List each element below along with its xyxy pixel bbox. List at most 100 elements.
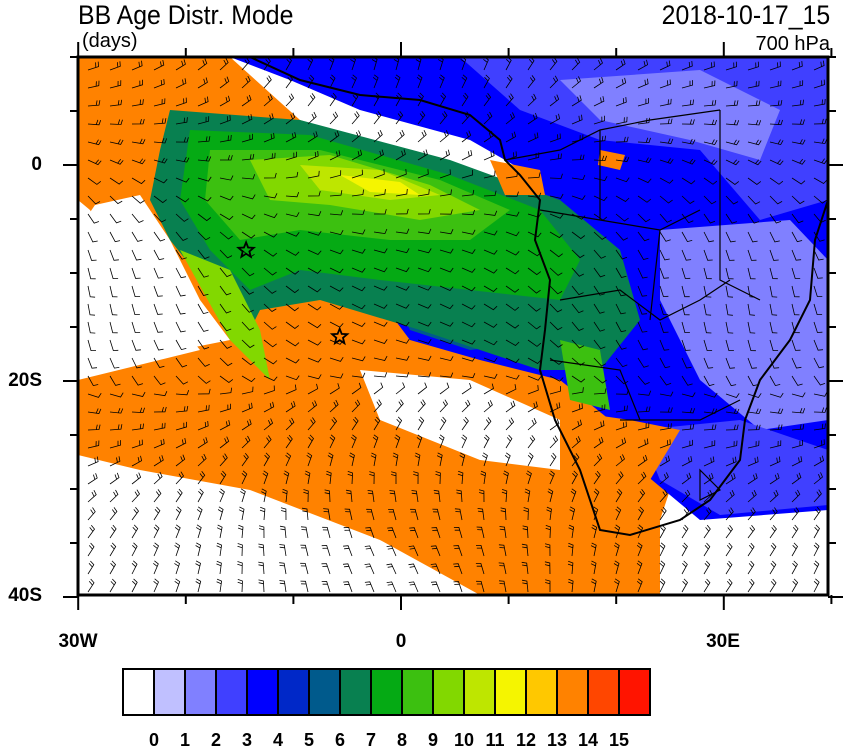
wind-barb (615, 249, 628, 260)
wind-barb (593, 135, 606, 143)
wind-barb (307, 434, 314, 449)
wind-barb (175, 231, 188, 241)
wind-barb (197, 420, 209, 431)
wind-barb (571, 134, 584, 143)
wind-barb (109, 542, 117, 557)
wind-barb (549, 75, 559, 89)
wind-barb (527, 152, 540, 161)
pressure-level-label: 700 hPa (755, 33, 830, 55)
wind-barb (351, 372, 366, 378)
wind-barb (373, 169, 385, 179)
wind-barb (373, 267, 388, 273)
wind-barb (197, 285, 209, 296)
wind-barb (681, 195, 695, 205)
wind-barb (439, 285, 454, 291)
wind-barb (175, 303, 186, 315)
wind-barb (747, 339, 756, 352)
wind-barb (549, 133, 561, 143)
wind-barb (637, 471, 647, 485)
wind-barb (195, 542, 202, 557)
wind-barb (503, 470, 509, 485)
wind-barb (307, 267, 322, 274)
wind-barb (131, 231, 143, 242)
wind-barb (637, 390, 652, 396)
wind-barb (282, 488, 288, 503)
wind-barb (261, 488, 267, 503)
datetime-label: 2018-10-17_15 (661, 0, 830, 30)
wind-barb (195, 524, 202, 539)
wind-barb (153, 489, 162, 503)
wind-barb (615, 437, 627, 449)
wind-barb (593, 388, 607, 395)
wind-barb (703, 231, 714, 243)
wind-barb (324, 489, 331, 503)
wind-barb (659, 177, 674, 184)
wind-barb (747, 490, 757, 503)
wind-barb (109, 357, 120, 369)
wind-barb (372, 74, 379, 89)
wind-barb (343, 527, 353, 539)
wind-barb (637, 339, 648, 351)
wind-barb (109, 392, 124, 398)
wind-barb (431, 527, 441, 539)
wind-barb (527, 212, 542, 218)
wind-barb (343, 545, 353, 557)
wind-barb (659, 303, 669, 315)
colorbar-label: 10 (453, 730, 475, 750)
wind-barb (681, 339, 691, 351)
wind-barb (280, 507, 287, 521)
wind-barb (725, 321, 734, 334)
wind-barb (373, 303, 388, 309)
wind-barb (769, 578, 777, 593)
wind-barb (175, 471, 185, 485)
wind-barb (593, 303, 605, 314)
wind-barb (197, 176, 212, 182)
wind-barb (527, 385, 539, 395)
colorbar-swatch (279, 670, 310, 714)
wind-barb (131, 267, 141, 279)
wind-barb (285, 400, 296, 413)
wind-barb (329, 383, 340, 395)
colorbar-swatch (217, 670, 248, 714)
coastline (249, 57, 828, 537)
wind-barb (636, 578, 643, 593)
wind-barb (549, 470, 555, 485)
colorbar-label: 7 (365, 730, 377, 750)
wind-barb (367, 490, 375, 503)
wind-barb (241, 174, 256, 180)
wind-barb (549, 113, 561, 125)
wind-barb (703, 195, 717, 205)
wind-barb (769, 100, 783, 107)
wind-barb (791, 139, 806, 145)
wind-barb (109, 61, 121, 71)
colorbar-label: 14 (577, 730, 599, 750)
wind-barb (571, 387, 584, 395)
wind-barb (681, 99, 694, 107)
wind-barb (769, 507, 778, 521)
wind-barb (219, 488, 225, 503)
wind-barb (409, 527, 419, 539)
wind-barb (703, 507, 712, 521)
wind-barb (505, 249, 520, 256)
wind-barb (549, 357, 564, 365)
wind-barb (527, 357, 542, 365)
wind-barb (197, 357, 210, 367)
wind-barb (813, 60, 825, 71)
wind-barb (175, 488, 183, 503)
y-tick-label: 40S (8, 585, 42, 606)
wind-barb (483, 321, 498, 328)
wind-barb (321, 545, 331, 557)
wind-barb (351, 285, 366, 292)
wind-barb (615, 231, 628, 241)
wind-barb (131, 158, 146, 165)
colorbar-label: 8 (396, 730, 408, 750)
wind-barb (153, 177, 168, 184)
wind-barb (498, 580, 507, 593)
wind-barb (813, 249, 824, 261)
wind-barb (747, 456, 759, 467)
wind-barb (505, 211, 520, 217)
wind-barb (505, 267, 520, 275)
wind-barb (153, 339, 164, 351)
wind-barb (593, 58, 603, 71)
wind-barb (351, 339, 366, 345)
